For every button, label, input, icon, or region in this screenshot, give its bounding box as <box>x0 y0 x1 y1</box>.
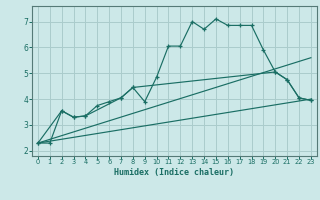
X-axis label: Humidex (Indice chaleur): Humidex (Indice chaleur) <box>115 168 234 177</box>
